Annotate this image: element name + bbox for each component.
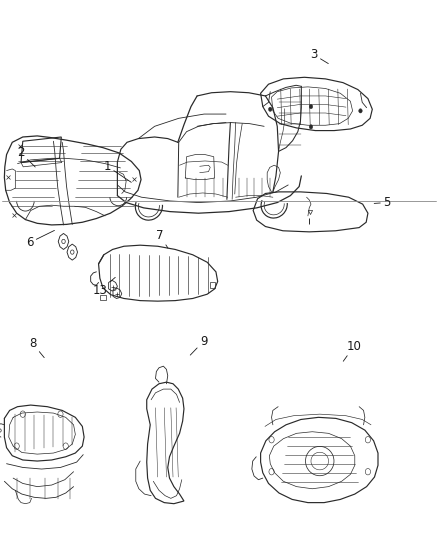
Bar [100, 295, 106, 300]
Text: 6: 6 [26, 230, 54, 249]
Text: 7: 7 [156, 229, 168, 248]
Circle shape [359, 109, 362, 113]
Text: 5: 5 [374, 196, 390, 209]
Circle shape [268, 107, 272, 111]
Text: 9: 9 [190, 335, 208, 355]
Circle shape [309, 125, 313, 129]
Text: 2: 2 [17, 147, 35, 167]
Text: 13: 13 [92, 277, 115, 297]
Text: 8: 8 [29, 337, 44, 358]
Text: 3: 3 [311, 49, 328, 63]
Text: 1: 1 [103, 160, 131, 182]
Circle shape [309, 104, 313, 109]
Bar [210, 282, 215, 288]
Text: 10: 10 [343, 340, 361, 361]
